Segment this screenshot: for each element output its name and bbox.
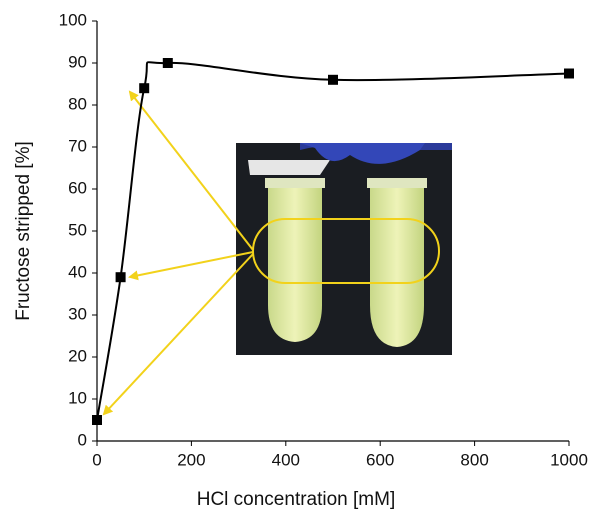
data-point [139,83,149,93]
y-tick-label: 70 [68,136,87,155]
y-tick-label: 20 [68,346,87,365]
y-axis-title: Fructose stripped [%] [13,141,34,321]
x-tick-label: 800 [460,450,488,469]
x-tick-label: 1000 [550,450,588,469]
x-tick-label: 400 [272,450,300,469]
y-tick-label: 40 [68,262,87,281]
y-tick-label: 30 [68,304,87,323]
x-axis-title: HCl concentration [mM] [197,489,396,510]
x-tick-label: 600 [366,450,394,469]
y-tick-label: 100 [59,10,87,29]
data-point [92,415,102,425]
y-tick-label: 60 [68,178,87,197]
y-tick-label: 10 [68,388,87,407]
data-point [328,75,338,85]
x-tick-label: 0 [92,450,101,469]
inset-photo [236,143,452,355]
data-point [564,69,574,79]
y-tick-label: 0 [78,430,87,449]
chart: HCl concentration [mM] Fructose stripped… [0,0,594,513]
y-tick-label: 50 [68,220,87,239]
y-tick-label: 90 [68,52,87,71]
data-point [116,272,126,282]
x-tick-label: 200 [177,450,205,469]
data-point [163,58,173,68]
y-tick-label: 80 [68,94,87,113]
